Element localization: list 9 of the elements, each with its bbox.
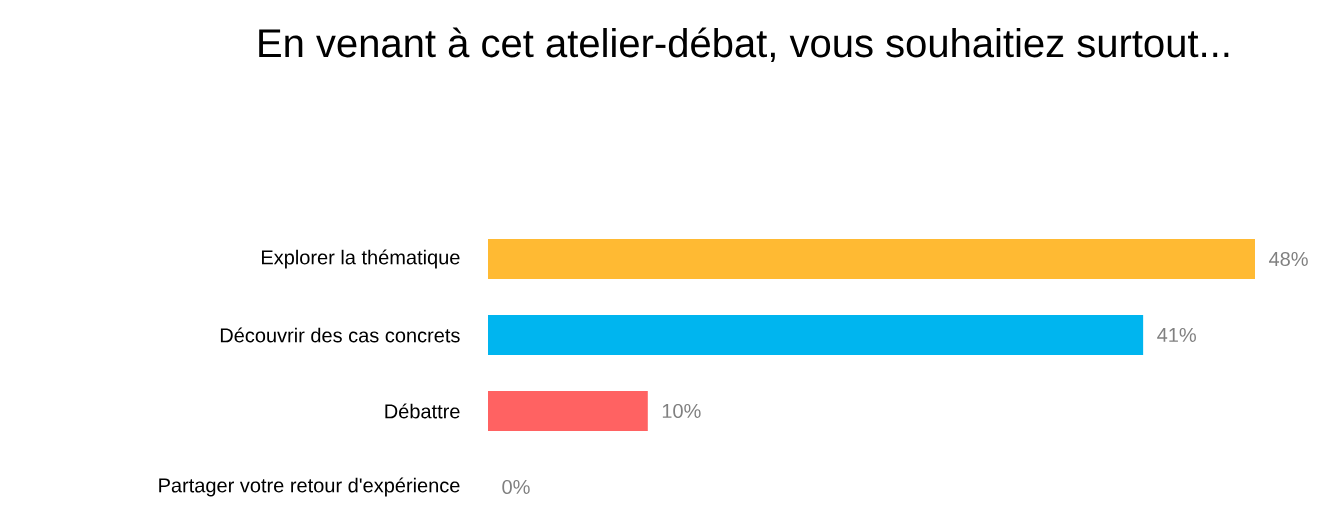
y-tick-label: Partager votre retour d'expérience [159,477,460,497]
y-tick-label: Découvrir des cas concrets [220,327,460,343]
y-tick-label: Explorer la thématique [262,249,460,269]
chart-title: En venant à cet atelier-débat, vous souhaitiez surtout... [259,27,1229,63]
data-label: 41% [1157,327,1196,342]
data-label: 10% [662,403,701,419]
y-tick-label: Débattre [385,403,460,419]
data-label: 0% [502,479,530,495]
data-label: 48% [1268,251,1308,267]
